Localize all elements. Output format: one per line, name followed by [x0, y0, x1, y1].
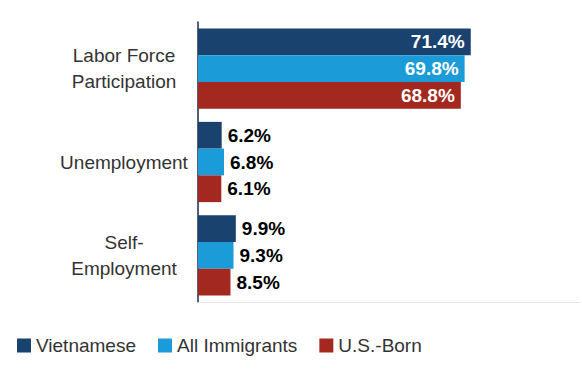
svg-text:6.2%: 6.2% [228, 125, 271, 146]
svg-text:69.8%: 69.8% [405, 58, 459, 79]
svg-text:68.8%: 68.8% [401, 85, 455, 106]
svg-text:Participation: Participation [72, 71, 177, 92]
svg-text:9.9%: 9.9% [242, 218, 285, 239]
svg-text:Employment: Employment [71, 258, 177, 279]
svg-text:Labor Force: Labor Force [73, 45, 175, 66]
svg-text:Self-: Self- [104, 232, 143, 253]
svg-text:Unemployment: Unemployment [60, 152, 188, 173]
svg-text:6.8%: 6.8% [230, 152, 273, 173]
svg-text:8.5%: 8.5% [236, 272, 279, 293]
svg-text:6.1%: 6.1% [227, 178, 270, 199]
svg-text:All Immigrants: All Immigrants [177, 335, 297, 356]
svg-text:71.4%: 71.4% [411, 31, 465, 52]
svg-text:U.S.-Born: U.S.-Born [338, 335, 421, 356]
svg-text:9.3%: 9.3% [240, 245, 283, 266]
svg-text:Vietnamese: Vietnamese [36, 335, 136, 356]
